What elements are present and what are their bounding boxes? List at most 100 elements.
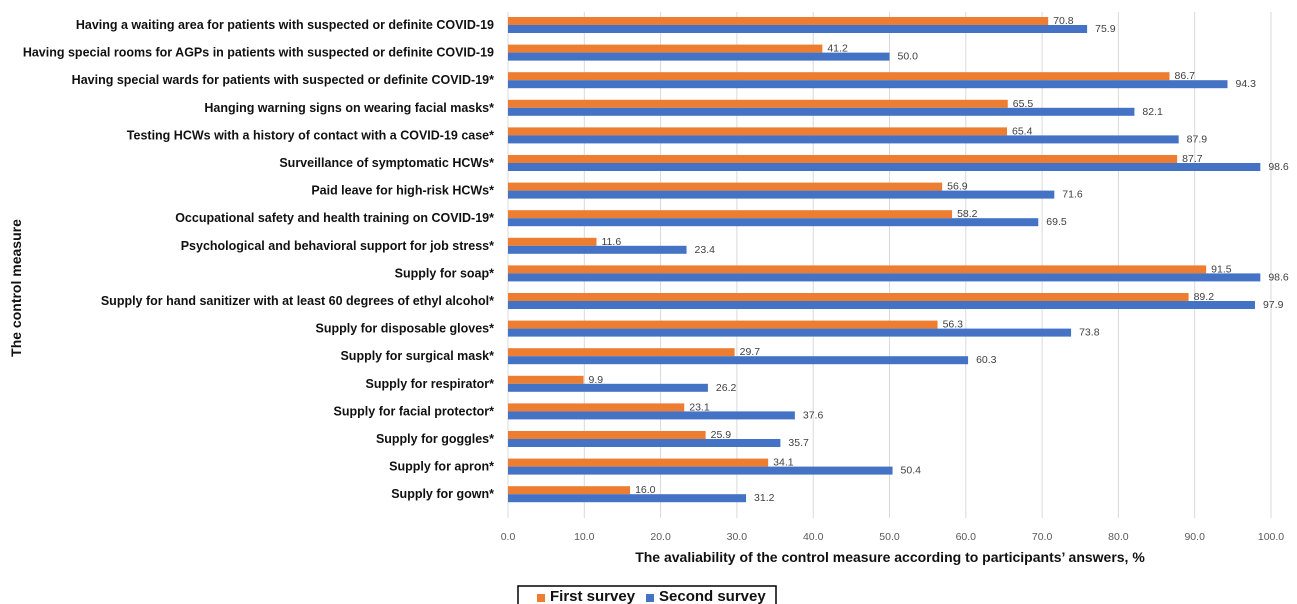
bar-second-survey [508,25,1088,33]
bar-first-survey [508,431,706,439]
category-label: Supply for soap* [395,266,494,280]
category-label: Hanging warning signs on wearing facial … [204,101,494,115]
data-label: 31.2 [754,492,775,504]
data-label: 35.7 [788,437,809,449]
bar-first-survey [508,348,735,357]
category-label: Supply for gown* [391,487,494,501]
bar-second-survey [508,439,781,447]
x-tick-label: 90.0 [1184,531,1205,543]
bar-second-survey [508,383,708,392]
category-label: Supply for respirator* [366,377,495,391]
x-tick-label: 70.0 [1032,531,1053,543]
value-labels: 70.8 75.9 41.2 50.0 86.7 94.3 65.5 82.1 65.4 87.9… [589,15,1289,504]
bar-first-survey [508,210,953,219]
bar-first-survey [508,17,1049,25]
bar-first-survey [508,293,1189,301]
legend-label-second-survey: Second survey [659,588,766,604]
category-label: Having a waiting area for patients with … [76,18,494,32]
bar-second-survey [508,52,890,61]
legend-label-first-survey: First survey [550,588,636,604]
category-label: Psychological and behavioral support for… [181,239,494,253]
legend-swatch-second-survey [646,594,654,602]
bar-first-survey [508,375,584,384]
bar-first-survey [508,403,685,412]
data-label: 50.4 [901,465,922,477]
category-label: Having special wards for patients with s… [72,73,494,87]
data-label: 58.2 [957,208,978,220]
gridlines [507,12,1272,518]
data-label: 71.6 [1062,189,1083,201]
bar-first-survey [508,458,769,467]
data-label: 98.6 [1268,161,1289,173]
category-label: Testing HCWs with a history of contact w… [127,128,494,142]
data-label: 25.9 [711,429,732,441]
bar-second-survey [508,328,1072,337]
category-label: Having special rooms for AGPs in patient… [23,46,494,60]
x-tick-label: 20.0 [650,531,671,543]
x-tick-label: 50.0 [879,531,900,543]
data-label: 98.6 [1268,271,1289,283]
data-label: 23.4 [695,244,716,256]
bar-first-survey [508,182,943,191]
x-tick-label: 0.0 [501,531,516,543]
bars [508,17,1261,503]
data-label: 37.6 [803,409,824,421]
bar-second-survey [508,135,1179,144]
data-label: 89.2 [1194,291,1215,303]
data-label: 94.3 [1236,78,1257,90]
bar-second-survey [508,163,1261,171]
legend: First survey Second survey [517,585,777,604]
bar-first-survey [508,237,597,246]
data-label: 91.5 [1211,263,1232,275]
bar-first-survey [508,155,1178,163]
category-label: Paid leave for high-risk HCWs* [311,184,494,198]
bar-second-survey [508,356,969,365]
bar-second-survey [508,494,747,503]
data-label: 65.5 [1013,98,1034,110]
category-label: Supply for facial protector* [334,404,495,418]
bar-second-survey [508,218,1039,227]
x-tick-label: 10.0 [574,531,595,543]
data-label: 87.9 [1187,133,1208,145]
data-label: 50.0 [898,51,919,63]
data-label: 11.6 [602,236,622,248]
data-label: 23.1 [689,401,710,413]
legend-swatch-first-survey [537,594,545,602]
category-label: Supply for hand sanitizer with at least … [101,294,494,308]
bar-second-survey [508,466,893,475]
bar-second-survey [508,107,1135,116]
data-label: 56.9 [947,181,968,193]
bar-first-survey [508,99,1008,108]
data-label: 69.5 [1046,216,1067,228]
data-label: 9.9 [589,374,604,386]
data-label: 87.7 [1182,153,1203,165]
category-label: Supply for goggles* [376,432,494,446]
bar-first-survey [508,486,631,495]
bar-first-survey [508,72,1170,81]
data-label: 86.7 [1175,70,1196,82]
bar-first-survey [508,265,1207,274]
data-label: 73.8 [1079,327,1100,339]
data-label: 75.9 [1095,23,1116,35]
bar-first-survey [508,44,823,53]
data-label: 34.1 [773,457,794,469]
bar-second-survey [508,245,687,254]
x-tick-label: 30.0 [727,531,748,543]
y-axis-title: The control measure [8,219,24,357]
category-labels: Having a waiting area for patients with … [23,18,494,501]
bar-second-survey [508,411,795,420]
x-tick-label: 80.0 [1108,531,1129,543]
x-axis-title: The avaliability of the control measure … [635,549,1145,565]
data-label: 65.4 [1012,125,1033,137]
category-label: Occupational safety and health training … [175,211,494,225]
category-label: Supply for surgical mask* [340,349,494,363]
x-tick-label: 100.0 [1258,531,1284,543]
data-label: 70.8 [1053,15,1074,27]
x-tick-labels: 0.0 10.0 20.0 30.0 40.0 50.0 60.0 70.0 80.0 90.0 1… [501,531,1285,543]
category-label: Supply for apron* [389,460,494,474]
data-label: 97.9 [1263,299,1284,311]
data-label: 16.0 [635,484,656,496]
data-label: 26.2 [716,382,737,394]
x-tick-label: 40.0 [803,531,824,543]
